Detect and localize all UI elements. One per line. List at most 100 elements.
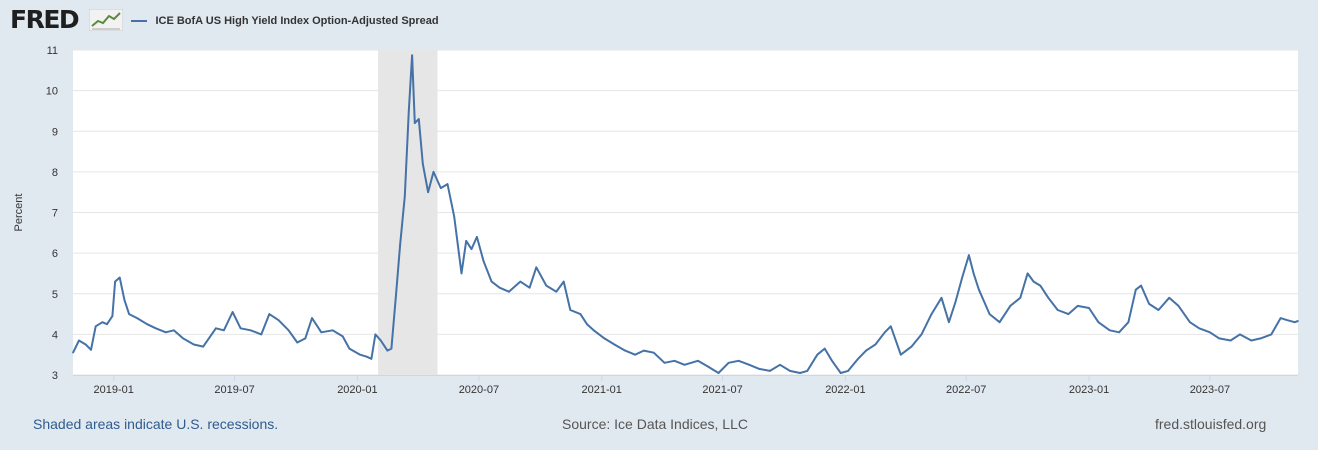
x-tick-label: 2023-01 — [1069, 384, 1109, 396]
data-point — [1148, 303, 1150, 305]
data-point — [613, 343, 616, 346]
data-point — [390, 347, 393, 350]
data-point — [311, 317, 313, 319]
data-point — [707, 366, 710, 368]
data-point — [460, 272, 463, 275]
data-point — [1286, 319, 1289, 321]
data-point — [395, 292, 397, 295]
data-point — [128, 313, 130, 315]
y-tick-label: 4 — [52, 329, 58, 341]
data-point — [114, 280, 116, 283]
data-point — [1157, 309, 1160, 311]
x-tick-label: 2020-07 — [459, 384, 499, 396]
data-point — [1209, 331, 1211, 334]
data-point — [304, 337, 307, 340]
x-tick-label: 2019-01 — [94, 384, 134, 396]
data-point — [173, 329, 175, 332]
data-point — [193, 343, 195, 346]
data-point — [440, 187, 442, 189]
data-point — [374, 333, 377, 336]
data-point — [413, 122, 416, 124]
data-point — [1168, 297, 1170, 299]
data-point — [1009, 305, 1012, 307]
data-point — [961, 276, 964, 279]
data-point — [847, 370, 849, 372]
data-point — [831, 359, 833, 362]
data-point — [673, 359, 676, 362]
data-point — [823, 347, 826, 350]
legend: ICE BofA US High Yield Index Option-Adju… — [131, 12, 439, 30]
y-tick-label: 7 — [52, 208, 58, 220]
data-point — [779, 364, 781, 366]
data-point — [453, 215, 455, 218]
data-point — [562, 280, 565, 283]
data-point — [427, 191, 429, 193]
data-point — [1032, 280, 1035, 283]
data-point — [874, 343, 877, 346]
data-point — [634, 353, 636, 356]
data-point — [603, 337, 606, 340]
data-point — [1229, 339, 1232, 342]
data-point — [508, 290, 510, 293]
data-point — [1140, 284, 1142, 287]
data-point — [403, 195, 406, 198]
data-point — [154, 327, 157, 330]
y-tick-label: 9 — [52, 126, 58, 138]
y-tick-label: 6 — [52, 248, 58, 260]
data-point — [164, 331, 167, 334]
data-point — [386, 349, 389, 352]
x-tick-label: 2021-01 — [582, 384, 622, 396]
data-point — [296, 341, 299, 344]
data-point — [1026, 272, 1029, 275]
data-point — [106, 323, 108, 326]
data-point — [215, 327, 217, 330]
site-link[interactable]: fred.stlouisfed.org — [1155, 416, 1267, 432]
x-tick-label: 2021-07 — [702, 384, 742, 396]
data-point — [727, 362, 730, 364]
data-point — [857, 357, 859, 360]
data-point — [883, 331, 886, 334]
data-point — [277, 319, 280, 321]
data-point — [320, 331, 323, 334]
data-point — [555, 290, 558, 293]
data-point — [535, 266, 538, 269]
data-point — [411, 54, 413, 57]
y-tick-label: 10 — [46, 86, 58, 98]
data-point — [758, 368, 761, 370]
x-tick-label: 2019-07 — [214, 384, 254, 396]
x-tick-label: 2023-07 — [1190, 384, 1230, 396]
data-point — [930, 313, 933, 315]
data-point — [331, 329, 334, 332]
data-point — [370, 357, 373, 360]
data-point — [432, 171, 435, 173]
data-point — [545, 284, 548, 287]
data-point — [789, 370, 791, 372]
data-point — [407, 110, 410, 112]
data-point — [816, 353, 819, 356]
data-point — [465, 240, 468, 242]
data-point — [839, 372, 842, 374]
data-point — [998, 321, 1001, 323]
data-point — [988, 313, 991, 315]
data-point — [470, 248, 473, 250]
fred-logo[interactable]: FRED — [10, 5, 80, 34]
fred-logo-graph-icon — [89, 9, 123, 31]
data-point — [865, 349, 867, 352]
data-point — [341, 335, 344, 338]
recession-note: Shaded areas indicate U.S. recessions. — [33, 416, 279, 432]
data-point — [90, 349, 92, 351]
x-tick-label: 2022-01 — [825, 384, 865, 396]
header: FRED ICE BofA US High Yield Index Option… — [10, 5, 1300, 34]
y-axis-label: Percent — [13, 194, 25, 232]
line-chart[interactable]: 3 4 5 6 7 8 9 10 11 Percent 2019-01 2019-07 2020-01 2… — [0, 0, 1318, 410]
data-point — [1250, 339, 1253, 342]
data-point — [652, 351, 655, 354]
data-point — [948, 321, 950, 323]
data-point — [889, 325, 892, 328]
data-point — [592, 329, 595, 332]
data-point — [359, 353, 361, 356]
data-point — [446, 183, 449, 185]
y-tick-label: 5 — [52, 289, 58, 301]
data-point — [1056, 309, 1059, 311]
data-point — [136, 317, 138, 319]
